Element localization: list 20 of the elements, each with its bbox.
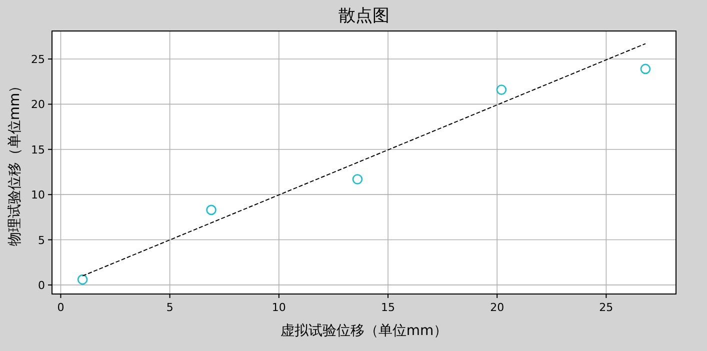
x-axis-title: 虚拟试验位移（单位mm） xyxy=(280,323,448,339)
y-tick-label: 25 xyxy=(31,53,45,66)
point xyxy=(640,64,651,74)
x-tick-label: 0 xyxy=(57,301,64,314)
x-tick-label: 15 xyxy=(381,301,395,314)
point xyxy=(206,204,216,216)
point xyxy=(77,274,88,285)
x-tick-label: 20 xyxy=(490,301,504,314)
y-axis-title: 物理试验位移（单位mm） xyxy=(7,78,23,246)
y-tick-label: 5 xyxy=(38,234,45,247)
y-tick-label: 20 xyxy=(31,98,45,112)
y-tick-label: 0 xyxy=(38,278,45,292)
point xyxy=(496,84,507,95)
y-tick-label: 10 xyxy=(31,188,45,202)
x-tick-label: 5 xyxy=(166,301,174,314)
x-tick-label: 10 xyxy=(272,301,286,314)
y-tick-label: 15 xyxy=(31,143,45,156)
point xyxy=(352,174,363,184)
chart-title: 散点图 xyxy=(338,6,390,26)
x-tick-label: 25 xyxy=(599,301,614,314)
